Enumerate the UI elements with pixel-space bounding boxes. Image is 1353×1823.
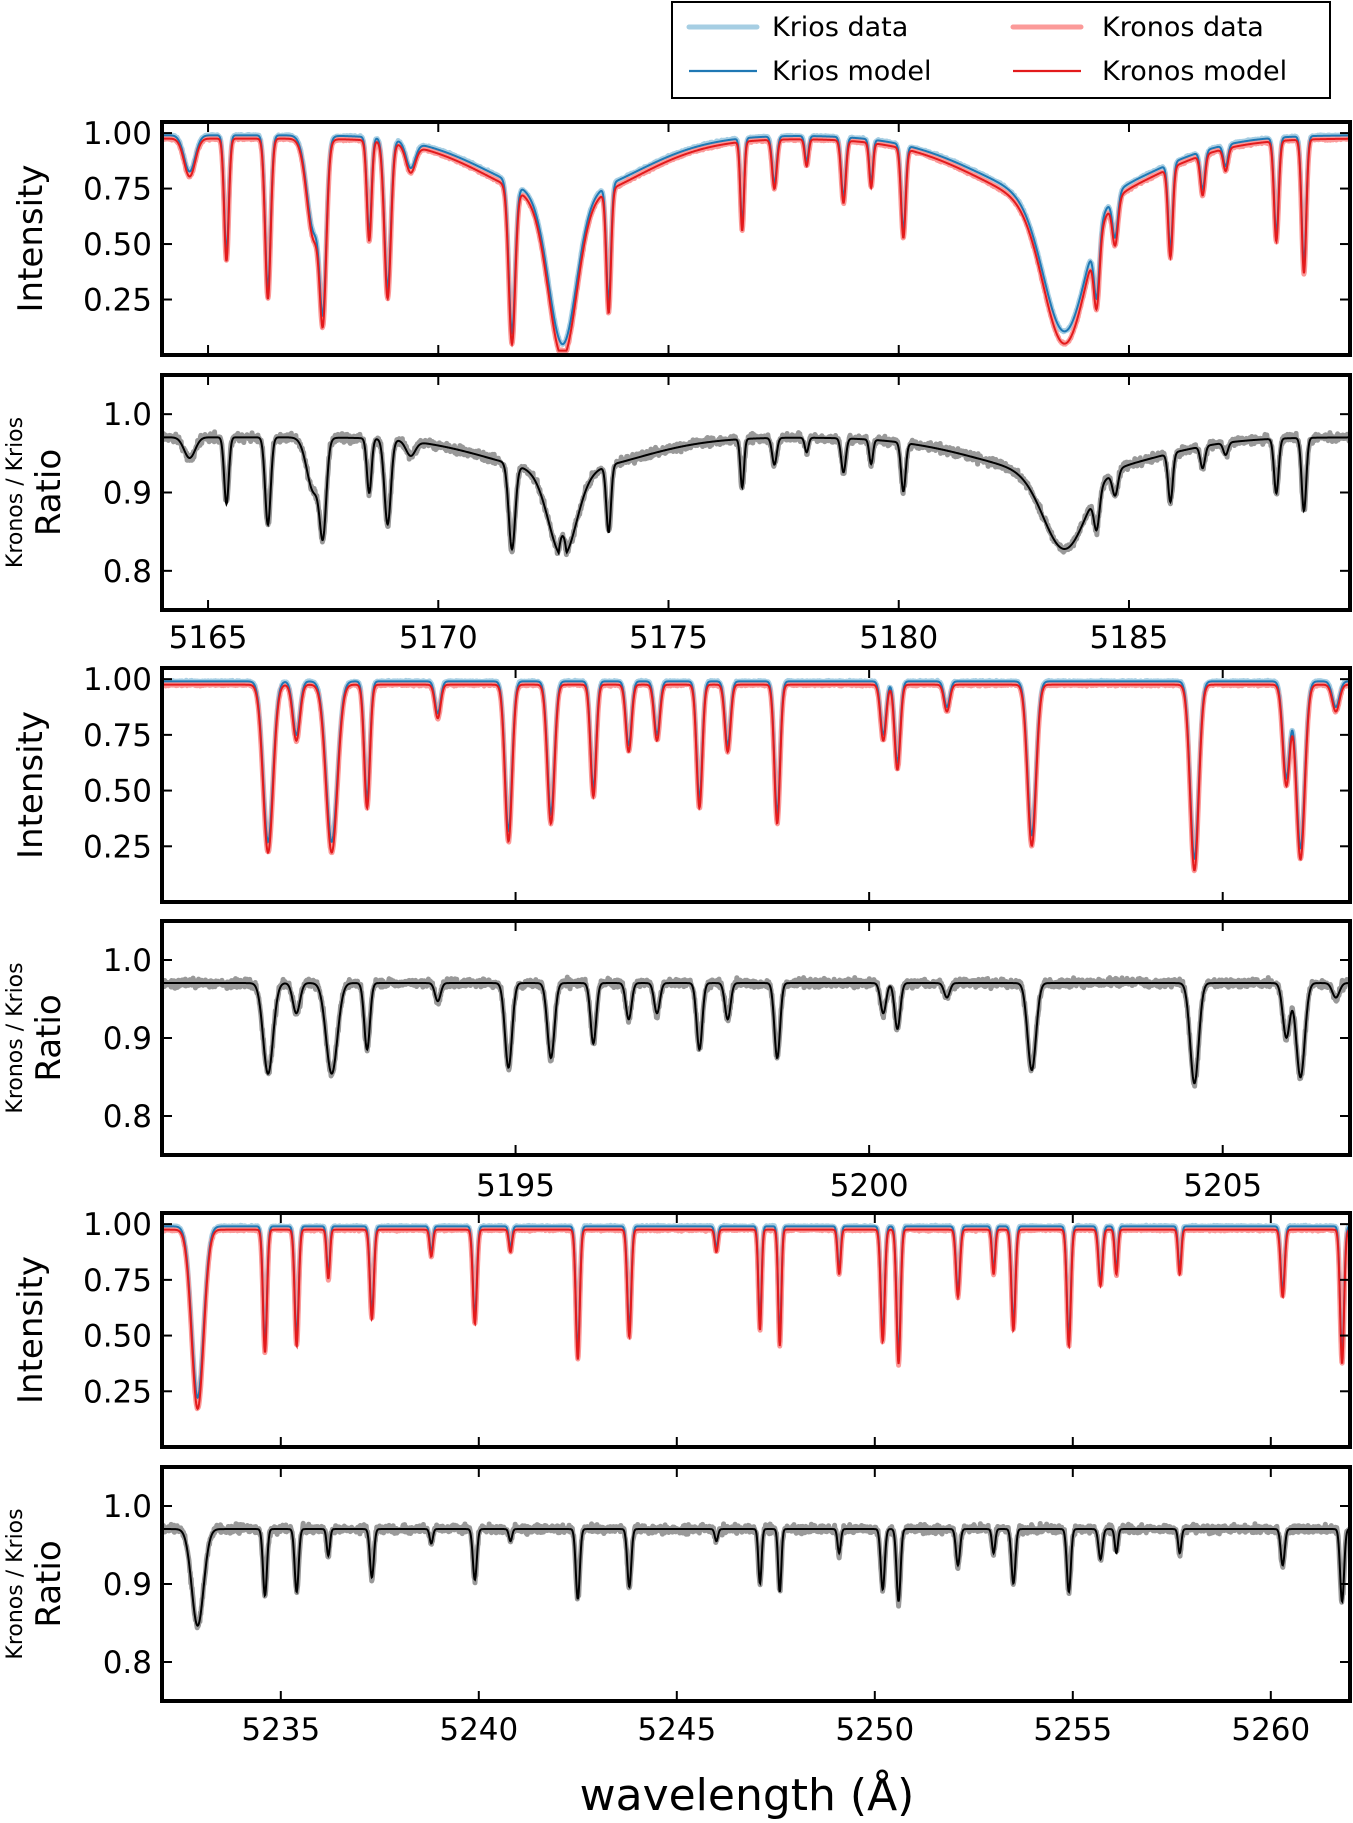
legend-frame bbox=[671, 1, 1331, 99]
series-kronos-data bbox=[162, 1225, 1350, 1412]
intensity-lines-1 bbox=[162, 131, 1350, 355]
x-tick-label: 5255 bbox=[1033, 1712, 1112, 1748]
series-krios-model bbox=[162, 134, 1350, 346]
y-tick-label: 0.8 bbox=[103, 1099, 152, 1135]
ratio-lines-3 bbox=[162, 1520, 1350, 1631]
ratio-lines-2 bbox=[162, 974, 1350, 1089]
y-tick-label: 0.75 bbox=[83, 718, 152, 754]
x-tick-label: 5165 bbox=[169, 620, 248, 656]
ratio-ylabel-bottom: Ratio bbox=[29, 1540, 69, 1627]
x-tick-label: 5205 bbox=[1183, 1168, 1262, 1204]
ratio-ylabel-bottom: Ratio bbox=[29, 449, 69, 536]
y-tick-label: 1.0 bbox=[103, 397, 152, 433]
series-kronos-model bbox=[162, 137, 1350, 352]
x-tick-label: 5235 bbox=[241, 1712, 320, 1748]
panel-2: 0.25 0.50 0.75 1.00 Intensity 0.8 0.9 1.0 Kronos… bbox=[3, 662, 1352, 1204]
legend-label-kronos-model: Kronos model bbox=[1102, 56, 1287, 87]
ratio-ylabel-bottom: Ratio bbox=[29, 994, 69, 1081]
intensity-ylabel: Intensity bbox=[11, 1256, 51, 1404]
intensity-lines-3 bbox=[162, 1222, 1350, 1412]
y-tick-label: 0.8 bbox=[103, 1645, 152, 1681]
x-tick-label: 5250 bbox=[835, 1712, 914, 1748]
ratio-lines-1 bbox=[162, 429, 1350, 558]
legend-label-kronos-data: Kronos data bbox=[1102, 12, 1264, 43]
y-tick-label: 0.9 bbox=[103, 1021, 152, 1057]
series-kronos-model bbox=[162, 683, 1350, 872]
series-kronos-model bbox=[162, 1228, 1350, 1411]
ratio-ylabel-top: Kronos / Krios bbox=[3, 962, 28, 1113]
intensity-frame bbox=[160, 666, 1352, 904]
y-tick-label: 0.25 bbox=[83, 829, 152, 865]
y-tick-label: 0.8 bbox=[103, 554, 152, 590]
intensity-ylabel: Intensity bbox=[11, 165, 51, 313]
panel-3: 0.25 0.50 0.75 1.00 Intensity 0.8 0.9 1.0 Kronos… bbox=[3, 1207, 1352, 1748]
ratio-ylabel-top: Kronos / Krios bbox=[3, 417, 28, 568]
y-tick-label: 0.50 bbox=[83, 774, 152, 810]
intensity-ylabel: Intensity bbox=[11, 711, 51, 859]
x-tick-label: 5260 bbox=[1231, 1712, 1310, 1748]
x-tick-label: 5175 bbox=[629, 620, 708, 656]
intensity-frame bbox=[160, 1211, 1352, 1449]
series-ratio-model bbox=[162, 1528, 1350, 1627]
y-tick-label: 0.9 bbox=[103, 476, 152, 512]
x-tick-label: 5245 bbox=[637, 1712, 716, 1748]
y-tick-label: 1.0 bbox=[103, 1489, 152, 1525]
series-kronos-data bbox=[162, 680, 1350, 874]
y-tick-label: 1.00 bbox=[83, 662, 152, 698]
panel-1: 0.25 0.50 0.75 1.00 Intensity 0.8 0.9 1.0 Kronos… bbox=[3, 116, 1352, 656]
legend: Krios data Kronos data Krios model Krono… bbox=[671, 1, 1331, 99]
ratio-frame bbox=[160, 919, 1352, 1157]
series-ratio-data bbox=[162, 974, 1350, 1089]
legend-label-krios-model: Krios model bbox=[772, 56, 932, 87]
x-tick-label: 5200 bbox=[830, 1168, 909, 1204]
intensity-frame bbox=[160, 120, 1352, 357]
x-axis-label: wavelength (Å) bbox=[580, 1768, 915, 1821]
intensity-lines-2 bbox=[162, 677, 1350, 874]
y-tick-label: 0.75 bbox=[83, 172, 152, 208]
y-tick-label: 0.75 bbox=[83, 1263, 152, 1299]
y-tick-label: 0.25 bbox=[83, 1374, 152, 1410]
x-tick-label: 5170 bbox=[399, 620, 478, 656]
x-tick-label: 5180 bbox=[859, 620, 938, 656]
x-tick-label: 5240 bbox=[439, 1712, 518, 1748]
y-tick-label: 1.00 bbox=[83, 1207, 152, 1243]
ratio-frame bbox=[160, 1465, 1352, 1703]
y-tick-label: 0.50 bbox=[83, 1319, 152, 1355]
y-tick-label: 1.0 bbox=[103, 943, 152, 979]
legend-label-krios-data: Krios data bbox=[772, 12, 908, 43]
x-tick-label: 5195 bbox=[476, 1168, 555, 1204]
ratio-ylabel-top: Kronos / Krios bbox=[3, 1508, 28, 1659]
series-ratio-model bbox=[162, 982, 1350, 1085]
y-tick-label: 1.00 bbox=[83, 116, 152, 152]
y-tick-label: 0.25 bbox=[83, 283, 152, 319]
series-ratio-data bbox=[162, 1520, 1350, 1631]
y-tick-label: 0.50 bbox=[83, 227, 152, 263]
y-tick-label: 0.9 bbox=[103, 1567, 152, 1603]
series-ratio-model bbox=[162, 436, 1350, 556]
x-tick-label: 5185 bbox=[1090, 620, 1169, 656]
